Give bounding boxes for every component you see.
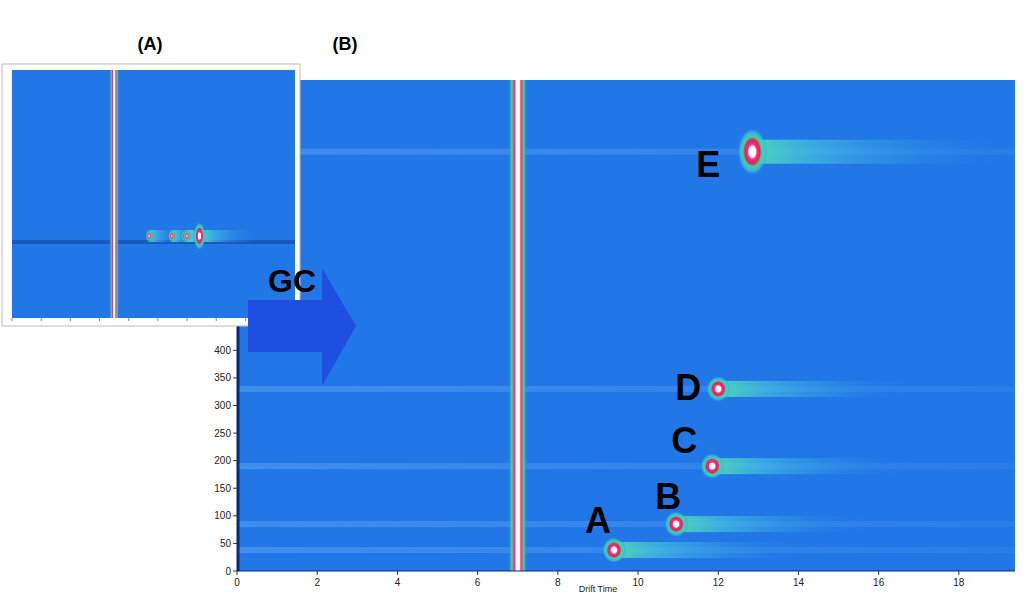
y-tick <box>233 488 237 489</box>
figure: 0 2 4 6 8 10 12 14 16 18 0 50 100 150 200 250 300 350 400 D… <box>0 0 1028 596</box>
x-tick-label: 2 <box>314 577 320 588</box>
x-tick <box>397 571 398 575</box>
y-tick-label: 300 <box>214 400 231 411</box>
panel-label: (A) <box>138 34 163 54</box>
peak-tail <box>712 458 912 474</box>
inset-tail <box>199 230 259 242</box>
peak-label: A <box>585 500 611 541</box>
inset-tail <box>149 230 179 242</box>
y-tick-label: 350 <box>214 372 231 383</box>
inset-area <box>12 70 295 318</box>
peak-tail <box>676 516 876 532</box>
plot-background <box>237 80 1015 571</box>
x-tick-label: 12 <box>713 577 725 588</box>
x-tick-label: 4 <box>395 577 401 588</box>
arrow-label: GC <box>268 263 316 299</box>
peak <box>700 453 724 479</box>
panel-label: (B) <box>333 34 358 54</box>
x-tick <box>237 571 238 575</box>
x-tick-label: 16 <box>873 577 885 588</box>
y-tick <box>233 433 237 434</box>
inset-frame <box>2 64 300 326</box>
peak-tail <box>752 140 1012 164</box>
inset-x-tick <box>216 318 217 321</box>
x-tick <box>317 571 318 575</box>
x-tick <box>878 571 879 575</box>
inset-x-tick <box>99 318 100 321</box>
inset-x-tick <box>12 318 13 321</box>
x-tick-label: 18 <box>953 577 965 588</box>
peak <box>706 376 730 402</box>
plot-area <box>237 80 1015 571</box>
y-tick <box>233 350 237 351</box>
peak-label: B <box>655 476 681 517</box>
inset-x-tick <box>70 318 71 321</box>
x-tick-label: 14 <box>793 577 805 588</box>
x-axis-title: Drift Time <box>579 584 618 594</box>
y-tick-label: 400 <box>214 345 231 356</box>
x-tick-label: 10 <box>632 577 644 588</box>
peak-label: C <box>671 420 697 461</box>
inset-x-tick <box>41 318 42 321</box>
inset-x-tick <box>157 318 158 321</box>
x-tick <box>718 571 719 575</box>
inset-background <box>12 70 295 318</box>
peak-label: E <box>696 144 720 185</box>
y-tick-label: 200 <box>214 455 231 466</box>
peak-label: D <box>675 367 701 408</box>
peak-tail <box>614 542 814 558</box>
inset-x-tick <box>187 318 188 321</box>
y-tick-label: 150 <box>214 483 231 494</box>
streak <box>237 521 1015 527</box>
inset-peak <box>193 222 205 250</box>
peak <box>737 128 767 176</box>
x-tick-label: 0 <box>234 577 240 588</box>
inset-peak <box>168 229 176 243</box>
y-tick-label: 250 <box>214 428 231 439</box>
y-tick-label: 100 <box>214 510 231 521</box>
inset-peak <box>183 229 191 243</box>
x-axis <box>237 571 1015 572</box>
y-tick <box>233 405 237 406</box>
inset-x-tick <box>128 318 129 321</box>
inset-reactant-ion-peak <box>109 70 119 318</box>
y-tick <box>233 515 237 516</box>
y-tick-label: 0 <box>225 566 231 577</box>
x-tick <box>638 571 639 575</box>
inset-x-tick <box>245 318 246 321</box>
y-tick <box>233 460 237 461</box>
x-tick <box>557 571 558 575</box>
peak-tail <box>718 381 918 397</box>
y-tick <box>233 543 237 544</box>
x-tick-label: 6 <box>475 577 481 588</box>
inset-peak <box>145 229 153 243</box>
y-tick-label: 50 <box>220 538 232 549</box>
y-tick <box>233 571 237 572</box>
x-tick <box>477 571 478 575</box>
y-tick <box>233 377 237 378</box>
x-tick-label: 8 <box>555 577 561 588</box>
x-tick <box>798 571 799 575</box>
reactant-ion-peak <box>508 80 528 571</box>
x-tick <box>958 571 959 575</box>
